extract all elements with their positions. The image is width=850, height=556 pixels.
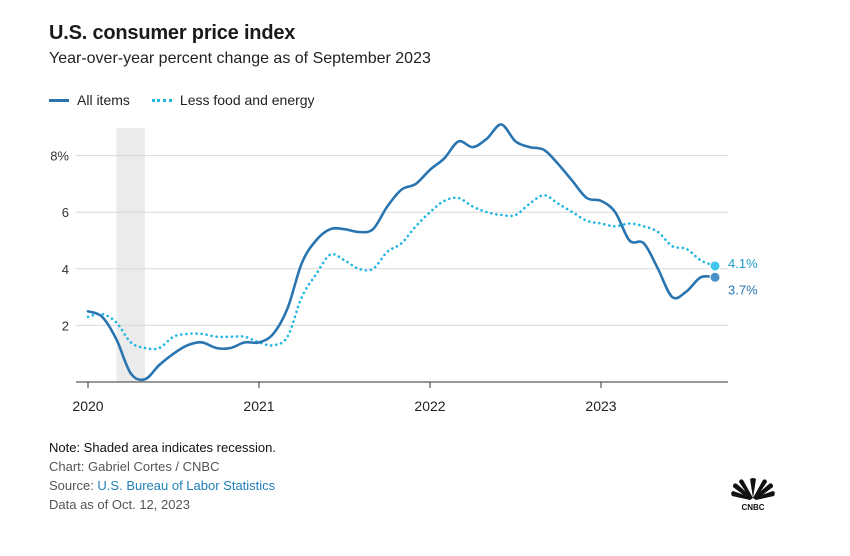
series-layer (86, 123, 717, 382)
axis-layer: 2 4 6 8% 2020 2021 2022 2023 (50, 149, 728, 414)
end-label-all-items: 3.7% (728, 282, 758, 297)
legend: All items Less food and energy (49, 92, 337, 108)
x-tick-label: 2021 (243, 398, 274, 414)
legend-swatch-dotted (151, 98, 172, 102)
end-label-core: 4.1% (728, 256, 758, 271)
end-marker-core (709, 260, 721, 272)
legend-swatch-solid (49, 98, 69, 102)
chart-subtitle: Year-over-year percent change as of Sept… (49, 50, 431, 67)
cpi-line-chart: 2 4 6 8% 2020 2021 2022 2023 3.7% 4.1% (50, 123, 758, 414)
source-prefix: Source: (49, 478, 98, 493)
data-date: Data as of Oct. 12, 2023 (49, 497, 190, 512)
cnbc-logo-text: CNBC (741, 503, 764, 512)
legend-item-core: Less food and energy (151, 92, 315, 108)
source-line: Source: U.S. Bureau of Labor Statistics (49, 476, 276, 495)
end-marker-layer: 3.7% 4.1% (709, 256, 758, 297)
y-tick-label: 6 (62, 205, 69, 220)
series-line-all-items (86, 123, 717, 382)
legend-item-all-items: All items (49, 92, 130, 108)
cnbc-peacock-icon: CNBC (731, 478, 775, 512)
y-tick-label: 2 (62, 318, 69, 333)
x-tick-label: 2023 (585, 398, 616, 414)
source-link[interactable]: U.S. Bureau of Labor Statistics (97, 478, 276, 493)
legend-label-all-items: All items (77, 92, 130, 108)
x-tick-label: 2020 (72, 398, 103, 414)
chart-title: U.S. consumer price index (49, 22, 296, 44)
series-line-core (86, 193, 717, 351)
grid-layer (76, 155, 728, 326)
footnotes: Note: Shaded area indicates recession. C… (49, 438, 276, 514)
end-marker-all-items (709, 271, 721, 283)
chart-credit: Chart: Gabriel Cortes / CNBC (49, 459, 220, 474)
recession-note: Note: Shaded area indicates recession. (49, 440, 276, 455)
x-tick-label: 2022 (414, 398, 445, 414)
recession-band (116, 128, 145, 382)
legend-label-core: Less food and energy (179, 92, 315, 108)
recession-band-layer (116, 128, 145, 382)
y-tick-label: 8% (50, 149, 69, 164)
y-tick-label: 4 (62, 262, 69, 277)
